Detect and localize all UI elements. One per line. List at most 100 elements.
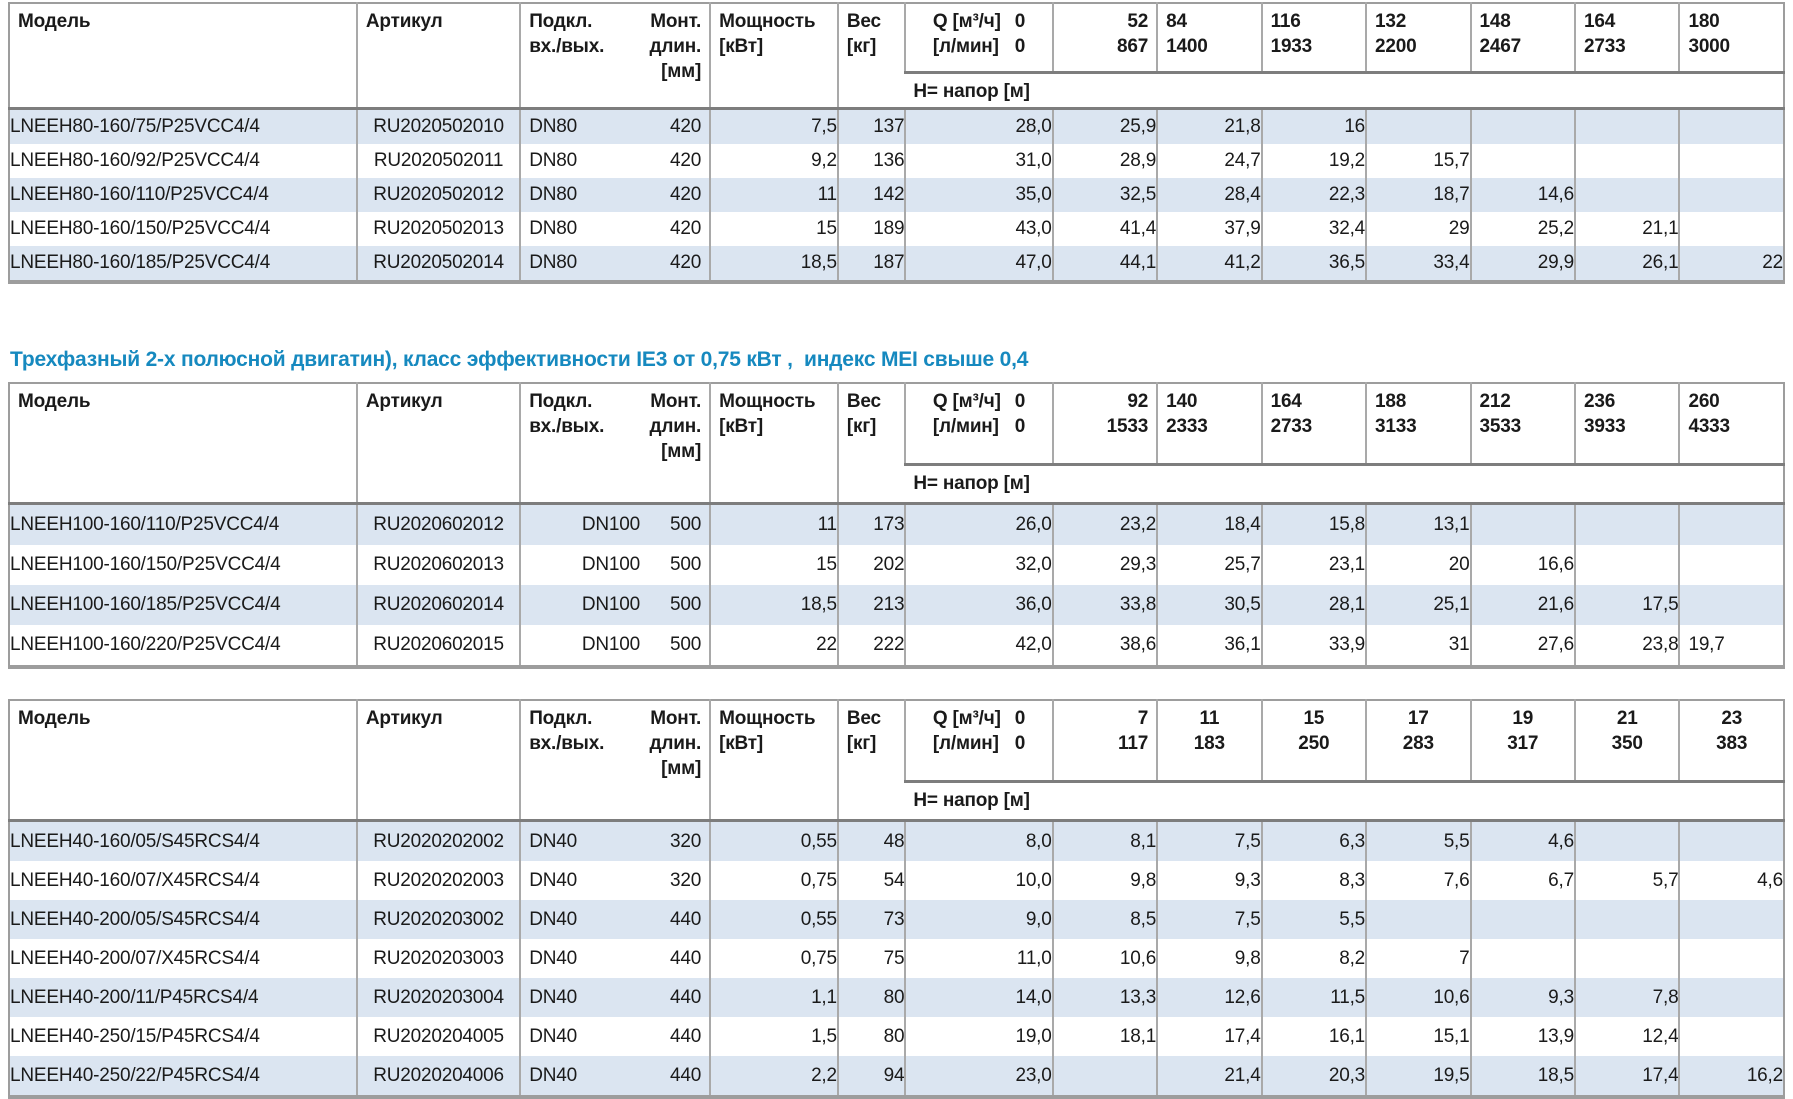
weight-cell: 142: [836, 178, 906, 212]
head-value-cell: [1469, 900, 1575, 939]
col-header-flow: 116 1933: [1260, 3, 1367, 73]
power-cell: 15: [709, 212, 838, 246]
connection-cell: DN40 440: [519, 1017, 711, 1056]
head-value-cell: 18,7: [1365, 178, 1471, 212]
power-cell: 0,55: [709, 819, 838, 861]
table-row: LNEEH80-160/150/P25VCC4/4 RU2020502013 DN8…: [9, 212, 1784, 246]
dn-value: DN80: [529, 252, 577, 273]
head-value-cell: 18,1: [1051, 1017, 1158, 1056]
head-value-cell: 43,0: [904, 212, 1053, 246]
power-cell: 0,55: [709, 900, 838, 939]
head-value-cell: [1678, 819, 1784, 861]
pump-table-lneeh80: Модель Артикул Подкл. вх./вых. Монт. длин. [мм…: [8, 2, 1785, 284]
weight-cell: 136: [836, 144, 906, 178]
dn-value: DN80: [529, 150, 577, 171]
col-header-model: Модель: [9, 383, 357, 504]
connection-cell: DN40 320: [519, 819, 711, 861]
weight-cell: 48: [836, 819, 906, 861]
head-value-cell: 16,1: [1260, 1017, 1367, 1056]
head-value-cell: 10,6: [1051, 939, 1158, 978]
table-row: LNEEH80-160/92/P25VCC4/4 RU2020502011 DN80…: [9, 144, 1784, 178]
col-header-power: Мощность [кВт]: [709, 3, 838, 109]
head-value-cell: 28,0: [904, 107, 1053, 144]
head-value-cell: 32,5: [1051, 178, 1158, 212]
connection-cell: DN80 420: [519, 107, 711, 144]
dn-value: DN40: [529, 830, 577, 852]
q-unit-labels: Q [м³/ч] [л/мин]: [932, 391, 1001, 438]
head-value-cell: 10,6: [1365, 978, 1471, 1017]
col-header-flow: 164 2733: [1260, 383, 1367, 465]
head-value-cell: [1678, 545, 1784, 585]
mount-length-value: 440: [669, 1025, 702, 1047]
col-header-flow: 15 250: [1260, 700, 1367, 782]
model-cell: LNEEH80-160/150/P25VCC4/4: [9, 212, 357, 246]
sku-cell: RU2020202002: [355, 819, 521, 861]
connection-cell: DN80 420: [519, 212, 711, 246]
table-row: LNEEH100-160/110/P25VCC4/4 RU2020602012 DN…: [9, 502, 1784, 545]
col-header-conn-inout: Подкл. вх./вых.: [529, 11, 605, 58]
head-value-cell: [1573, 545, 1680, 585]
head-value-cell: 33,8: [1051, 585, 1158, 625]
model-cell: LNEEH80-160/75/P25VCC4/4: [9, 107, 357, 144]
sku-cell: RU2020203002: [355, 900, 521, 939]
head-value-cell: 38,6: [1051, 625, 1158, 667]
power-cell: 7,5: [709, 107, 838, 144]
power-cell: 18,5: [709, 246, 838, 282]
model-cell: LNEEH80-160/185/P25VCC4/4: [9, 246, 357, 282]
head-value-cell: 19,0: [904, 1017, 1053, 1056]
head-value-cell: [1051, 1056, 1158, 1097]
head-value-cell: 5,5: [1365, 819, 1471, 861]
head-value-cell: [1678, 107, 1784, 144]
col-header-weight: Вес [кг]: [836, 700, 906, 821]
power-cell: 15: [709, 545, 838, 585]
head-value-cell: 21,6: [1469, 585, 1575, 625]
dn-value: DN100: [581, 554, 640, 575]
head-value-cell: 32,0: [904, 545, 1053, 585]
table-row: LNEEH40-200/11/P45RCS4/4 RU2020203004 DN40…: [9, 978, 1784, 1017]
model-cell: LNEEH40-250/22/P45RCS4/4: [9, 1056, 357, 1097]
dn-value: DN80: [529, 116, 577, 137]
table-row: LNEEH40-250/15/P45RCS4/4 RU2020204005 DN40…: [9, 1017, 1784, 1056]
power-cell: 1,5: [709, 1017, 838, 1056]
head-value-cell: 8,3: [1260, 861, 1367, 900]
head-value-cell: 29,3: [1051, 545, 1158, 585]
head-value-cell: [1573, 819, 1680, 861]
weight-cell: 213: [836, 585, 906, 625]
head-value-cell: 21,1: [1573, 212, 1680, 246]
head-value-cell: 41,2: [1156, 246, 1262, 282]
table-row: LNEEH40-200/05/S45RCS4/4 RU2020203002 DN40…: [9, 900, 1784, 939]
mount-length-value: 440: [669, 947, 702, 969]
col-header-conn-inout: Подкл. вх./вых.: [529, 708, 605, 755]
head-value-cell: [1573, 900, 1680, 939]
connection-cell: DN100 500: [519, 625, 711, 667]
head-value-cell: 7: [1365, 939, 1471, 978]
head-value-cell: [1678, 212, 1784, 246]
head-value-cell: 17,5: [1573, 585, 1680, 625]
sku-cell: RU2020502010: [355, 107, 521, 144]
head-value-cell: 16,6: [1469, 545, 1575, 585]
q-unit-labels: Q [м³/ч] [л/мин]: [932, 11, 1001, 58]
model-cell: LNEEH40-200/11/P45RCS4/4: [9, 978, 357, 1017]
head-row-label: H= напор [м]: [905, 71, 1784, 109]
power-cell: 1,1: [709, 978, 838, 1017]
head-value-cell: 8,1: [1051, 819, 1158, 861]
col-header-flow: 92 1533: [1051, 383, 1158, 465]
sku-cell: RU2020204005: [355, 1017, 521, 1056]
sku-cell: RU2020602013: [355, 545, 521, 585]
col-header-flow: 132 2200: [1365, 3, 1471, 73]
model-cell: LNEEH80-160/110/P25VCC4/4: [9, 178, 357, 212]
head-value-cell: 25,7: [1156, 545, 1262, 585]
mount-length-value: 420: [669, 218, 702, 239]
col-header-sku: Артикул: [355, 383, 521, 504]
col-header-connection: Подкл. вх./вых. Монт. длин. [мм]: [519, 383, 711, 504]
head-value-cell: [1365, 107, 1471, 144]
head-value-cell: 36,1: [1156, 625, 1262, 667]
sku-cell: RU2020602014: [355, 585, 521, 625]
head-value-cell: 23,1: [1260, 545, 1367, 585]
weight-cell: 80: [836, 1017, 906, 1056]
connection-cell: DN80 420: [519, 178, 711, 212]
model-cell: LNEEH100-160/185/P25VCC4/4: [9, 585, 357, 625]
power-cell: 11: [709, 178, 838, 212]
model-cell: LNEEH100-160/220/P25VCC4/4: [9, 625, 357, 667]
head-value-cell: 28,4: [1156, 178, 1262, 212]
